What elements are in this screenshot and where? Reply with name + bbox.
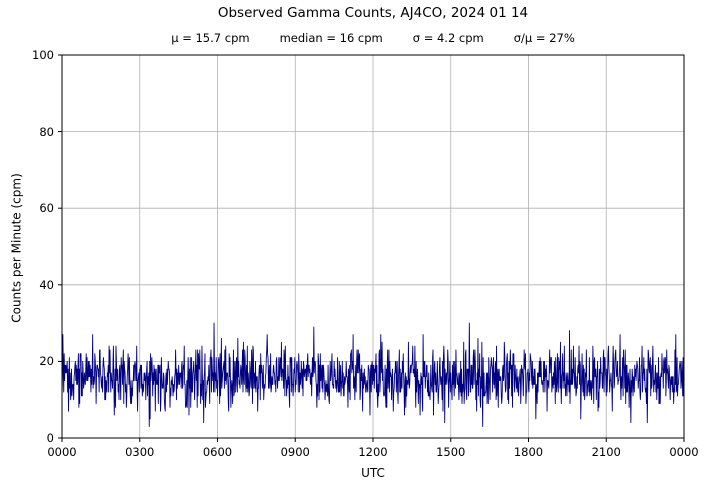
x-tick-label: 0300 [125,445,155,459]
stat-item: σ/μ = 27% [513,31,575,45]
gamma-counts-line [61,322,685,427]
y-tick-label: 100 [32,48,54,62]
y-tick-label: 40 [39,277,54,292]
stats-subtitle: μ = 15.7 cpm median = 16 cpm σ = 4.2 cpm σ/… [62,31,684,45]
stat-item: median = 16 cpm [279,31,383,45]
y-tick-label: 80 [39,124,54,139]
x-tick-label: 0600 [202,445,233,459]
y-tick-label: 0 [46,431,54,445]
chart-title: Observed Gamma Counts, AJ4CO, 2024 01 14 [217,5,529,21]
x-tick-label: 1200 [358,445,388,459]
x-tick-label: 0000 [47,445,77,459]
y-tick-label: 20 [39,354,54,369]
x-tick-label: 2100 [591,445,621,459]
y-tick-label: 60 [39,201,54,216]
x-tick-label: 0000 [669,445,699,459]
x-tick-label: 1800 [513,445,544,459]
x-axis-label: UTC [361,466,385,480]
stat-item: σ = 4.2 cpm [412,31,484,45]
x-tick-label: 1500 [436,445,466,459]
x-tick-label: 0900 [280,445,310,459]
stat-item: μ = 15.7 cpm [171,31,250,45]
